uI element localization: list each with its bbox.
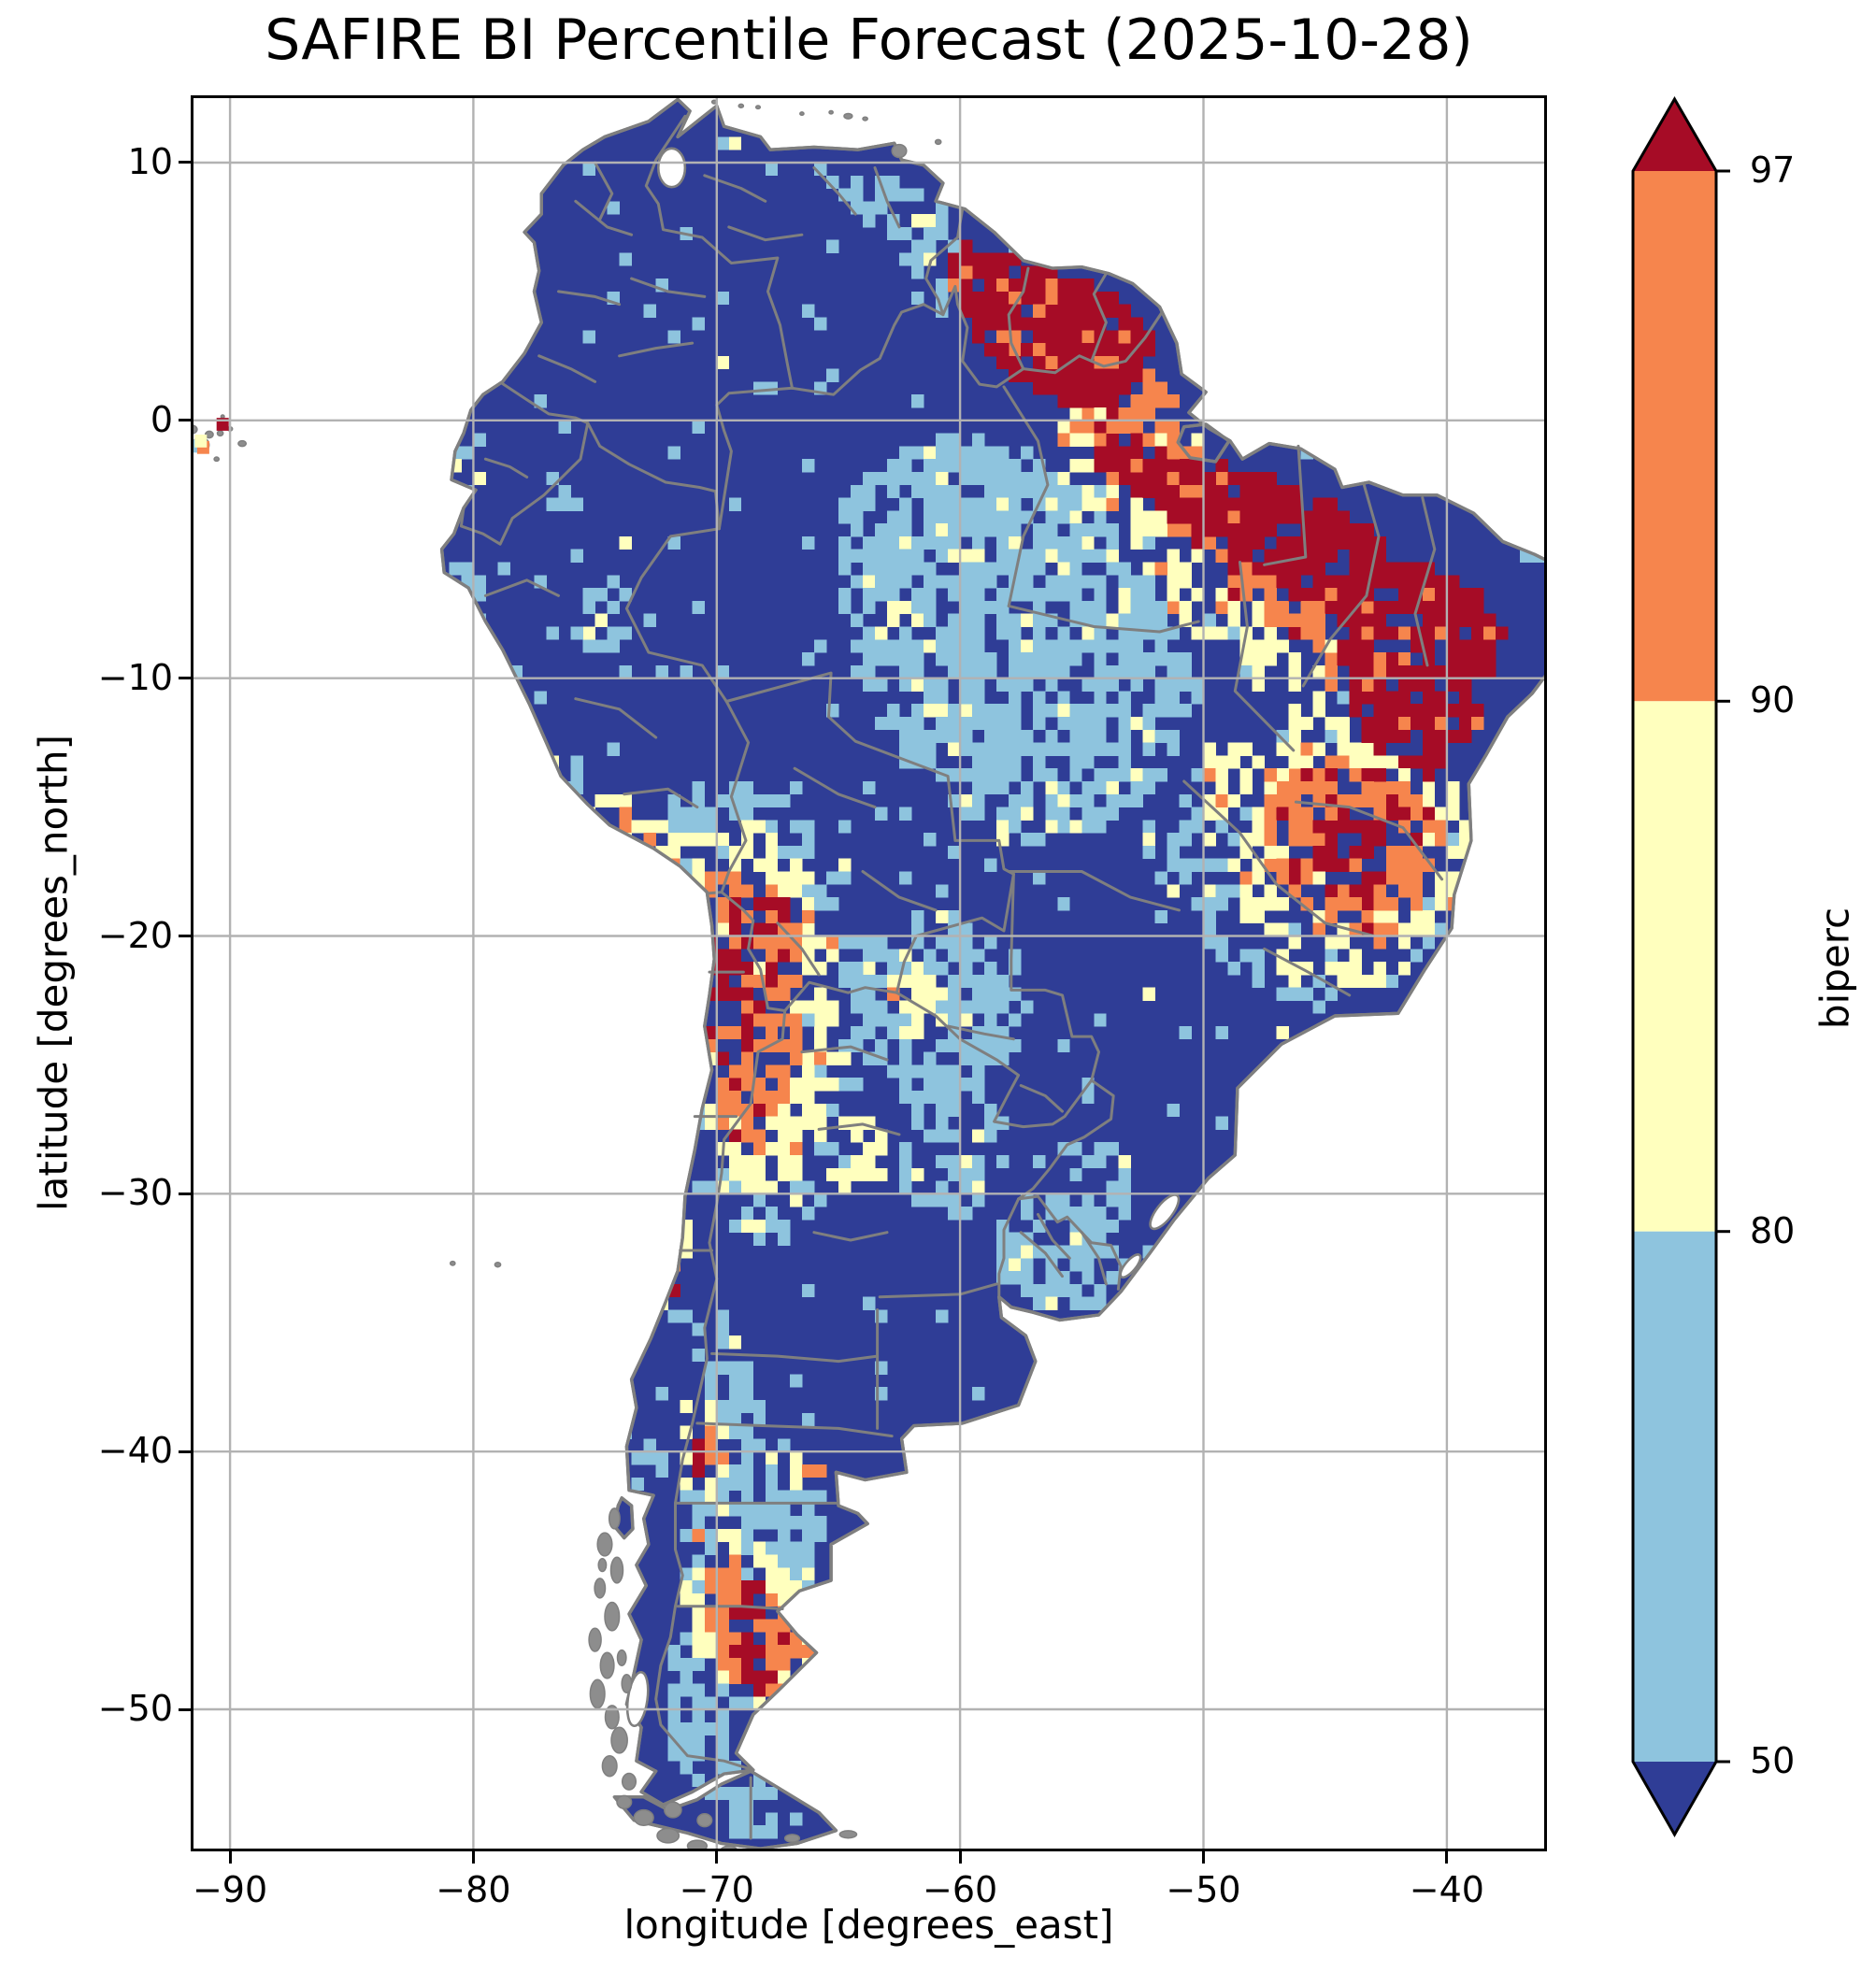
- y-tick-label: 0: [150, 398, 173, 440]
- y-tick-label: 10: [127, 140, 173, 182]
- x-tick-mark: [1445, 1851, 1449, 1864]
- colorbar-tick-label: 90: [1750, 679, 1796, 721]
- lakes-layer: [625, 147, 1181, 1728]
- y-tick-mark: [179, 677, 191, 680]
- x-tick-label: −80: [436, 1869, 511, 1910]
- x-tick-label: −60: [923, 1869, 998, 1910]
- y-tick-mark: [179, 1192, 191, 1195]
- colorbar-tick-label: 50: [1750, 1740, 1796, 1781]
- chart-title: SAFIRE BI Percentile Forecast (2025-10-2…: [265, 7, 1473, 73]
- x-tick-mark: [715, 1851, 719, 1864]
- y-tick-label: −50: [97, 1688, 173, 1730]
- x-tick-label: −40: [1409, 1869, 1484, 1910]
- gridlines-layer: [193, 98, 1544, 1849]
- y-tick-mark: [179, 935, 191, 937]
- x-tick-mark: [228, 1851, 232, 1864]
- x-tick-label: −70: [679, 1869, 754, 1910]
- map-canvas: [193, 98, 1544, 1849]
- colorbar-tick-label: 80: [1750, 1209, 1796, 1251]
- y-tick-mark: [179, 1450, 191, 1453]
- y-tick-label: −10: [97, 656, 173, 698]
- y-tick-mark: [179, 1707, 191, 1711]
- y-tick-label: −20: [97, 914, 173, 956]
- colorbar-tick-label: 97: [1750, 150, 1796, 191]
- x-axis-label: longitude [degrees_east]: [623, 1902, 1114, 1948]
- islands-layer: [193, 99, 942, 1849]
- y-tick-mark: [179, 161, 191, 164]
- colorbar: [1631, 96, 1730, 1838]
- y-tick-label: −30: [97, 1172, 173, 1214]
- coastline-layer: [439, 98, 1544, 1849]
- plot-area: [191, 95, 1547, 1851]
- y-tick-mark: [179, 419, 191, 422]
- x-tick-mark: [471, 1851, 475, 1864]
- x-tick-label: −50: [1166, 1869, 1241, 1910]
- x-tick-mark: [958, 1851, 962, 1864]
- x-tick-mark: [1201, 1851, 1205, 1864]
- x-tick-label: −90: [192, 1869, 268, 1910]
- y-tick-label: −40: [97, 1430, 173, 1472]
